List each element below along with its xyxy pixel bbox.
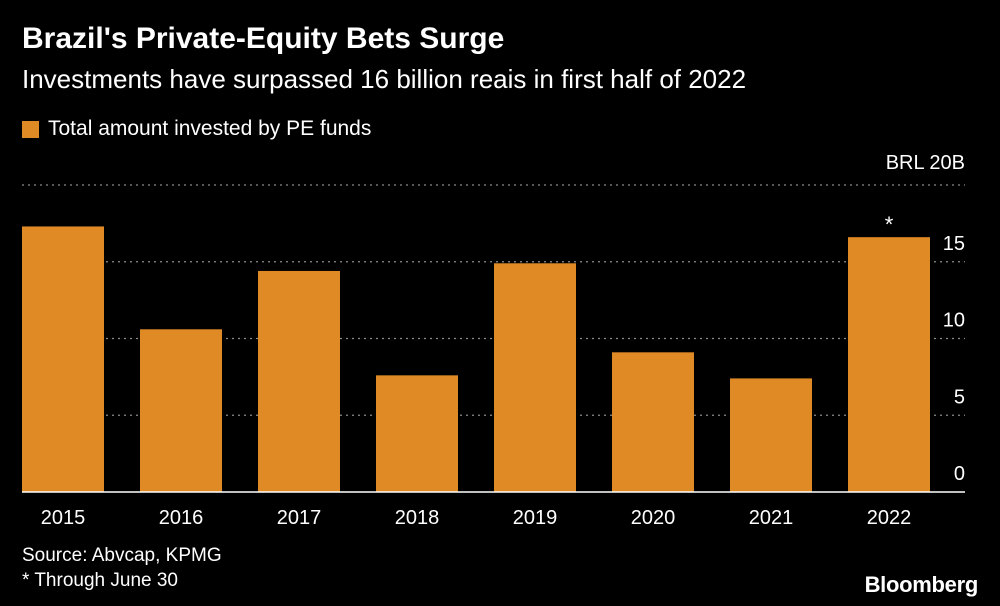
- bloomberg-logo: Bloomberg: [864, 572, 979, 597]
- chart-title: Brazil's Private-Equity Bets Surge: [22, 22, 505, 55]
- bar-annotation-2022: *: [885, 212, 894, 237]
- y-tick-label-15: 15: [943, 233, 965, 255]
- x-tick-label-2020: 2020: [631, 507, 676, 529]
- source-note: Source: Abvcap, KPMG: [22, 545, 222, 566]
- bar-2017: [258, 270, 340, 492]
- x-tick-label-2017: 2017: [277, 507, 322, 529]
- x-tick-label-2018: 2018: [395, 507, 440, 529]
- x-tick-label-2015: 2015: [41, 507, 86, 529]
- legend: Total amount invested by PE funds: [22, 117, 371, 141]
- y-tick-label-0: 0: [954, 463, 965, 485]
- bar-2015: [22, 226, 104, 492]
- y-tick-label-10: 10: [943, 310, 965, 332]
- x-tick-label-2021: 2021: [749, 507, 794, 529]
- bar-2020: [612, 352, 694, 492]
- y-tick-label-5: 5: [954, 386, 965, 408]
- x-tick-label-2022: 2022: [867, 507, 912, 529]
- x-tick-label-2019: 2019: [513, 507, 558, 529]
- bar-2018: [376, 375, 458, 492]
- legend-label: Total amount invested by PE funds: [48, 117, 372, 140]
- footnote: * Through June 30: [22, 570, 178, 591]
- bar-2022: [848, 237, 930, 492]
- x-tick-label-2016: 2016: [159, 507, 204, 529]
- chart-subtitle: Investments have surpassed 16 billion re…: [22, 64, 747, 94]
- bar-2021: [730, 378, 812, 492]
- bar-2016: [140, 329, 222, 492]
- y-tick-label-20: BRL 20B: [886, 152, 965, 174]
- bar-2019: [494, 263, 576, 492]
- legend-swatch: [22, 120, 39, 138]
